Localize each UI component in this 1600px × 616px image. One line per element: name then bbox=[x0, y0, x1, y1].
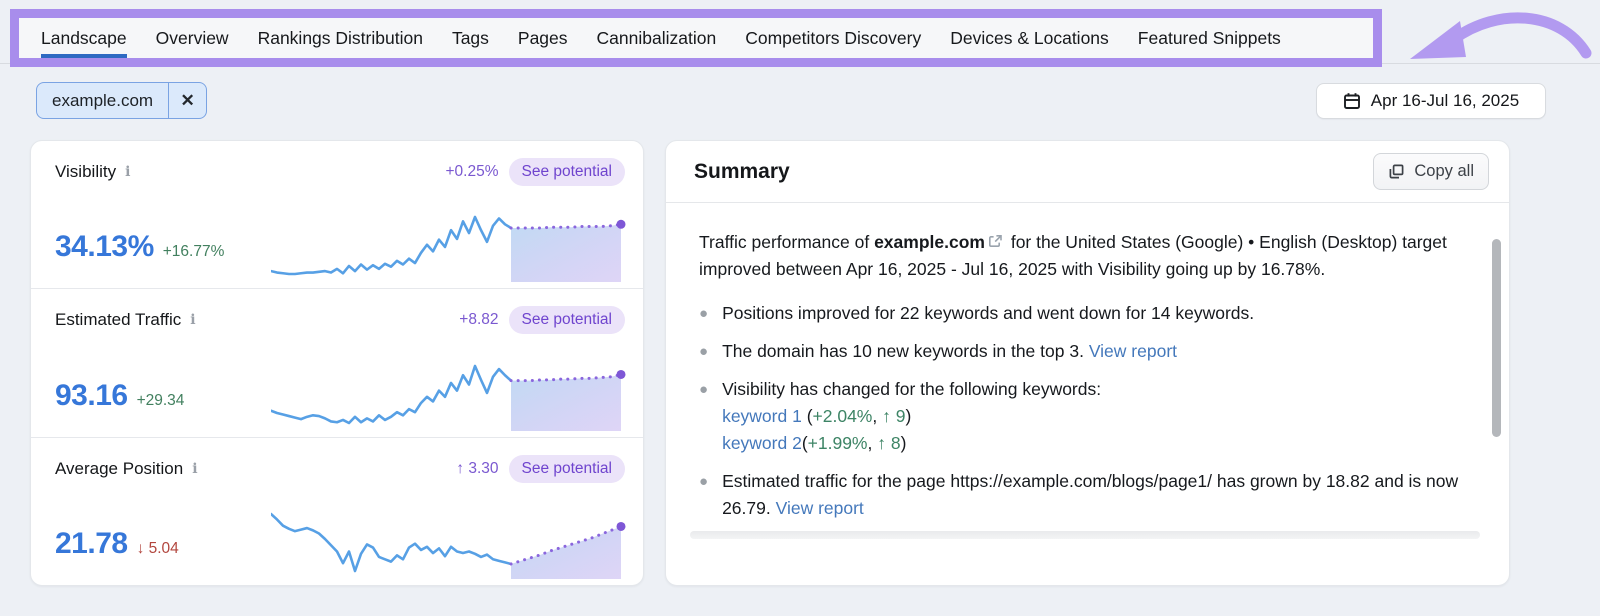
summary-bullet-list: ● Positions improved for 22 keywords and… bbox=[699, 300, 1465, 522]
summary-bullet: ● Positions improved for 22 keywords and… bbox=[699, 300, 1465, 327]
keyword-link[interactable]: keyword 1 bbox=[722, 406, 802, 426]
summary-body: Traffic performance of example.com for t… bbox=[666, 203, 1509, 522]
vertical-scrollbar[interactable] bbox=[1492, 239, 1501, 437]
bullet-icon: ● bbox=[699, 473, 709, 490]
info-icon[interactable]: i bbox=[192, 460, 198, 477]
tab-competitors-discovery[interactable]: Competitors Discovery bbox=[745, 27, 922, 48]
summary-bullet: ● Estimated traffic for the page https:/… bbox=[699, 468, 1465, 522]
keyword-change-line: keyword 1 (+2.04%, ↑ 9) bbox=[722, 406, 912, 426]
annotation-highlight-box: Landscape Overview Rankings Distribution Ta… bbox=[10, 9, 1382, 67]
summary-title: Summary bbox=[694, 159, 790, 183]
metric-delta: +16.77% bbox=[162, 243, 225, 261]
metric-title: Estimated Traffic bbox=[55, 310, 182, 330]
bullet-icon: ● bbox=[699, 381, 709, 398]
potential-delta: ↑ 3.30 bbox=[456, 459, 499, 477]
tab-featured-snippets[interactable]: Featured Snippets bbox=[1137, 27, 1281, 48]
average-position-sparkline-chart bbox=[271, 512, 626, 579]
bullet-icon: ● bbox=[699, 343, 709, 360]
annotation-arrow-icon bbox=[1410, 12, 1592, 59]
info-icon[interactable]: i bbox=[190, 312, 196, 329]
calendar-icon bbox=[1343, 93, 1360, 109]
estimated-traffic-sparkline-chart bbox=[271, 364, 626, 431]
metric-delta: +29.34 bbox=[136, 391, 185, 409]
see-potential-badge[interactable]: See potential bbox=[508, 158, 625, 186]
nav-tabs: Landscape Overview Rankings Distribution Ta… bbox=[19, 18, 1373, 58]
keyword-link[interactable]: keyword 2 bbox=[722, 433, 802, 453]
domain-filter-chip[interactable]: example.com ✕ bbox=[36, 82, 208, 119]
domain-name: example.com bbox=[874, 232, 985, 252]
visibility-sparkline-chart bbox=[271, 216, 626, 283]
metric-value: 93.16 bbox=[55, 378, 128, 412]
view-report-link[interactable]: View report bbox=[775, 498, 864, 518]
metric-value: 34.13% bbox=[55, 230, 154, 264]
info-icon[interactable]: i bbox=[125, 164, 131, 180]
metric-value: 21.78 bbox=[55, 526, 128, 560]
tab-tags[interactable]: Tags bbox=[451, 27, 489, 48]
metric-delta: ↓ 5.04 bbox=[136, 539, 179, 557]
date-range-button[interactable]: Apr 16-Jul 16, 2025 bbox=[1316, 83, 1546, 119]
metrics-card: Visibility i +0.25% See potential 34.13%… bbox=[30, 140, 644, 586]
chip-remove-button[interactable]: ✕ bbox=[168, 83, 206, 118]
metric-title: Visibility bbox=[55, 162, 117, 181]
potential-delta: +0.25% bbox=[445, 163, 499, 180]
summary-bullet: ● The domain has 10 new keywords in the … bbox=[699, 338, 1465, 365]
view-report-link[interactable]: View report bbox=[1088, 341, 1178, 361]
keyword-change-line: keyword 2(+1.99%, ↑ 8) bbox=[722, 433, 907, 453]
close-icon: ✕ bbox=[180, 90, 195, 110]
tab-landscape[interactable]: Landscape bbox=[41, 18, 127, 58]
external-link-icon[interactable] bbox=[988, 234, 1003, 249]
horizontal-scrollbar-track[interactable] bbox=[690, 531, 1480, 539]
see-potential-badge[interactable]: See potential bbox=[508, 454, 625, 483]
tab-pages[interactable]: Pages bbox=[517, 27, 568, 48]
copy-all-button[interactable]: Copy all bbox=[1373, 153, 1489, 190]
summary-bullet: ● Visibility has changed for the followi… bbox=[699, 376, 1465, 457]
tab-rankings-distribution[interactable]: Rankings Distribution bbox=[257, 27, 423, 48]
chip-label: example.com bbox=[52, 90, 154, 110]
potential-delta: +8.82 bbox=[459, 311, 499, 329]
metric-average-position: Average Position i ↑ 3.30 See potential … bbox=[31, 436, 643, 585]
copy-icon bbox=[1389, 164, 1404, 179]
see-potential-badge[interactable]: See potential bbox=[508, 306, 625, 335]
tab-devices-locations[interactable]: Devices & Locations bbox=[950, 27, 1109, 48]
metric-title: Average Position bbox=[55, 458, 184, 478]
metric-estimated-traffic: Estimated Traffic i +8.82 See potential … bbox=[31, 288, 643, 436]
summary-card: Summary Copy all Traffic performance of … bbox=[665, 140, 1510, 586]
tab-cannibalization[interactable]: Cannibalization bbox=[596, 27, 717, 48]
summary-intro: Traffic performance of example.com for t… bbox=[699, 232, 1447, 279]
tab-overview[interactable]: Overview bbox=[155, 27, 229, 48]
metric-visibility: Visibility i +0.25% See potential 34.13%… bbox=[31, 141, 643, 288]
bullet-icon: ● bbox=[699, 305, 709, 322]
date-range-label: Apr 16-Jul 16, 2025 bbox=[1370, 91, 1520, 110]
